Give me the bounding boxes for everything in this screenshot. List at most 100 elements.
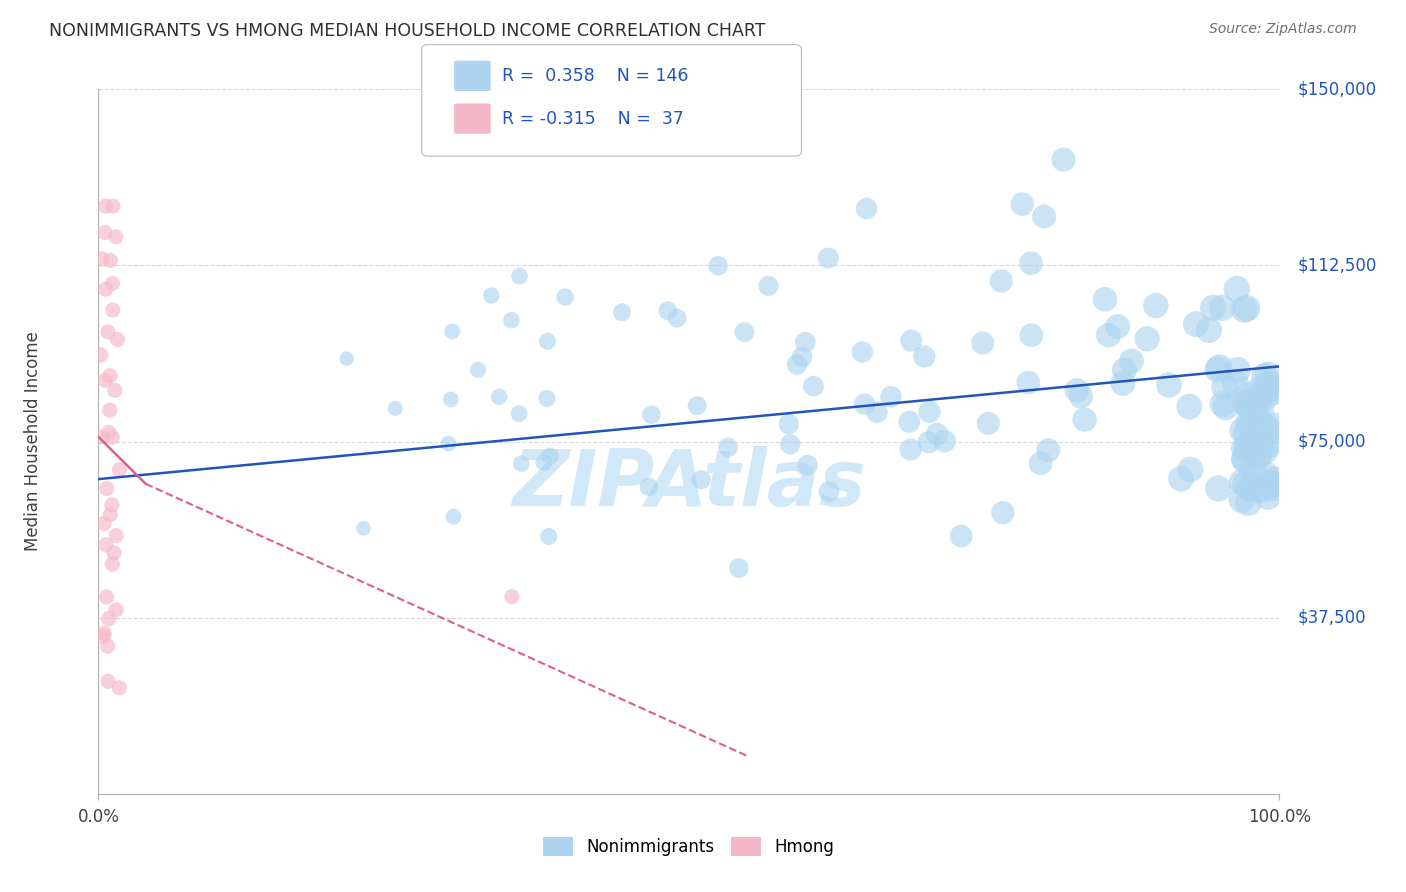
Point xyxy=(1038,443,1060,458)
Point xyxy=(900,334,922,348)
Point xyxy=(1241,416,1264,430)
Point xyxy=(790,350,813,364)
Point xyxy=(1247,383,1270,397)
Point xyxy=(537,529,560,543)
Point xyxy=(94,538,117,552)
Point xyxy=(105,603,128,617)
Point xyxy=(1033,210,1056,224)
Point xyxy=(1094,293,1116,307)
Point xyxy=(1234,478,1257,492)
Point xyxy=(108,463,131,477)
Point xyxy=(690,473,713,487)
Point xyxy=(1234,396,1257,410)
Point xyxy=(1247,412,1270,426)
Point xyxy=(1211,301,1233,315)
Point xyxy=(1239,435,1261,450)
Point xyxy=(991,506,1014,520)
Point xyxy=(1019,256,1042,270)
Point xyxy=(443,509,465,524)
Point xyxy=(1264,473,1286,487)
Point xyxy=(1237,440,1260,454)
Text: R = -0.315    N =  37: R = -0.315 N = 37 xyxy=(502,110,683,128)
Point xyxy=(1250,405,1272,419)
Point xyxy=(1202,301,1225,315)
Point xyxy=(1244,477,1267,491)
Point xyxy=(94,282,117,296)
Point xyxy=(1180,463,1202,477)
Point xyxy=(1208,360,1230,375)
Point xyxy=(1052,153,1074,167)
Point xyxy=(1223,376,1246,390)
Point xyxy=(94,226,117,240)
Point xyxy=(1215,401,1237,415)
Point xyxy=(101,498,124,512)
Point xyxy=(1121,354,1143,368)
Point xyxy=(384,401,406,416)
Point xyxy=(1265,419,1288,434)
Point xyxy=(437,436,460,450)
Point xyxy=(479,288,502,302)
Point xyxy=(536,334,558,349)
Point xyxy=(93,516,115,531)
Point xyxy=(1263,384,1285,399)
Point xyxy=(1157,378,1180,392)
Point xyxy=(501,590,523,604)
Point xyxy=(508,407,530,421)
Point xyxy=(1170,472,1192,486)
Point xyxy=(100,253,122,268)
Point xyxy=(990,274,1012,288)
Point xyxy=(1234,426,1257,441)
Point xyxy=(851,345,873,359)
Point xyxy=(101,199,124,213)
Point xyxy=(1112,376,1135,391)
Point xyxy=(104,384,127,398)
Point xyxy=(855,202,877,216)
Point xyxy=(90,348,112,362)
Point xyxy=(778,417,800,431)
Point xyxy=(96,482,118,496)
Point xyxy=(93,626,115,640)
Point xyxy=(1233,302,1256,317)
Point xyxy=(1185,317,1208,331)
Point xyxy=(1178,400,1201,414)
Point xyxy=(1236,439,1258,453)
Point xyxy=(1144,299,1167,313)
Point xyxy=(1236,389,1258,403)
Point xyxy=(1256,380,1278,394)
Point xyxy=(1247,449,1270,463)
Point xyxy=(733,325,755,339)
Point xyxy=(105,528,128,542)
Point xyxy=(1254,443,1277,458)
Point xyxy=(925,426,948,441)
Point xyxy=(977,417,1000,431)
Point xyxy=(786,358,808,372)
Point xyxy=(1232,424,1254,438)
Point xyxy=(1254,369,1277,384)
Point xyxy=(1237,495,1260,509)
Point xyxy=(107,332,129,346)
Point xyxy=(1233,451,1256,466)
Point xyxy=(91,430,114,444)
Point xyxy=(1261,481,1284,495)
Text: $75,000: $75,000 xyxy=(1298,433,1365,450)
Point xyxy=(638,480,661,494)
Point xyxy=(353,521,375,535)
Point xyxy=(1070,389,1092,403)
Point xyxy=(536,392,558,406)
Point xyxy=(1244,425,1267,440)
Point xyxy=(818,484,841,499)
Point xyxy=(794,335,817,350)
Point xyxy=(898,415,921,429)
Point xyxy=(686,399,709,413)
Point xyxy=(803,379,825,393)
Point xyxy=(97,425,120,440)
Point xyxy=(1257,383,1279,397)
Point xyxy=(1226,363,1249,377)
Text: ZIPAtlas: ZIPAtlas xyxy=(512,446,866,522)
Point xyxy=(918,405,941,419)
Point xyxy=(1233,441,1256,455)
Point xyxy=(97,674,120,689)
Point xyxy=(1206,362,1229,376)
Point xyxy=(1257,438,1279,452)
Point xyxy=(96,590,118,604)
